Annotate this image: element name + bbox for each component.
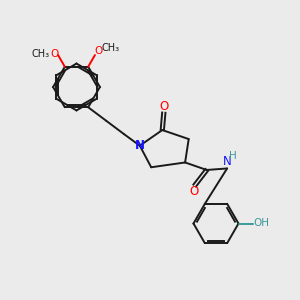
Text: O: O (95, 46, 103, 56)
Text: N: N (223, 155, 232, 168)
Text: O: O (190, 185, 199, 198)
Text: CH₃: CH₃ (32, 49, 50, 58)
Text: N: N (135, 139, 145, 152)
Text: O: O (50, 49, 58, 58)
Text: H: H (229, 151, 236, 161)
Text: OH: OH (253, 218, 269, 229)
Text: O: O (159, 100, 168, 113)
Text: CH₃: CH₃ (101, 43, 119, 52)
